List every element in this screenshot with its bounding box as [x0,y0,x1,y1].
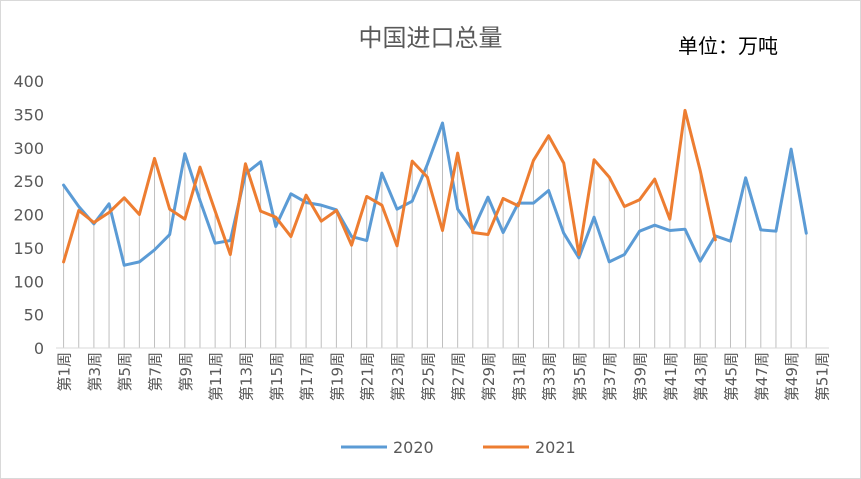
x-tick-label: 第47周 [753,352,771,401]
unit-label: 单位：万吨 [678,34,778,58]
x-tick-label: 第31周 [510,352,528,401]
series-line-2021 [62,108,717,264]
x-tick-label: 第21周 [359,352,377,401]
chart-title: 中国进口总量 [358,24,503,52]
y-tick-label: 300 [13,139,44,158]
y-tick-label: 250 [13,172,44,191]
x-tick-label: 第33周 [541,352,559,401]
legend-label-2020: 2020 [393,438,434,457]
x-tick-label: 第13周 [237,352,255,401]
x-tick-label: 第7周 [147,352,165,392]
x-tick-label: 第25周 [419,352,437,401]
x-tick-label: 第49周 [783,352,801,401]
y-tick-label: 150 [13,239,44,258]
x-axis-ticks: 第1周 第3周 第5周 第7周 第9周 第11周 第13周 第15周 第17周 第19周 第21周第… [56,352,832,401]
x-tick-label: 第5周 [116,352,134,392]
series-lines [62,108,808,267]
x-tick-label: 第35周 [571,352,589,401]
x-tick-label: 第27周 [450,352,468,401]
y-tick-label: 100 [13,272,44,291]
x-tick-label: 第3周 [86,352,104,392]
x-tick-label: 第17周 [298,352,316,401]
x-tick-label: 第29周 [480,352,498,401]
x-tick-label: 第1周 [56,352,74,392]
x-tick-label: 第43周 [692,352,710,401]
x-tick-label: 第39周 [632,352,650,401]
x-tick-label: 第19周 [328,352,346,401]
x-tick-label: 第51周 [813,352,831,401]
y-tick-label: 200 [13,206,44,225]
y-tick-label: 400 [13,72,44,91]
x-tick-label: 第9周 [177,352,195,392]
legend: 2020 2021 [341,438,576,457]
x-tick-label: 第41周 [662,352,680,401]
y-tick-label: 350 [13,105,44,124]
y-tick-label: 0 [34,339,44,358]
x-tick-label: 第45周 [722,352,740,401]
y-axis-ticks: 0 50 100 150 200 250 300 350 400 [13,72,44,358]
legend-label-2021: 2021 [535,438,576,457]
y-tick-label: 50 [24,306,44,325]
x-tick-label: 第15周 [268,352,286,401]
x-tick-label: 第23周 [389,352,407,401]
x-tick-label: 第11周 [207,352,225,401]
series-line-2020 [62,121,808,267]
x-tick-label: 第37周 [601,352,619,401]
